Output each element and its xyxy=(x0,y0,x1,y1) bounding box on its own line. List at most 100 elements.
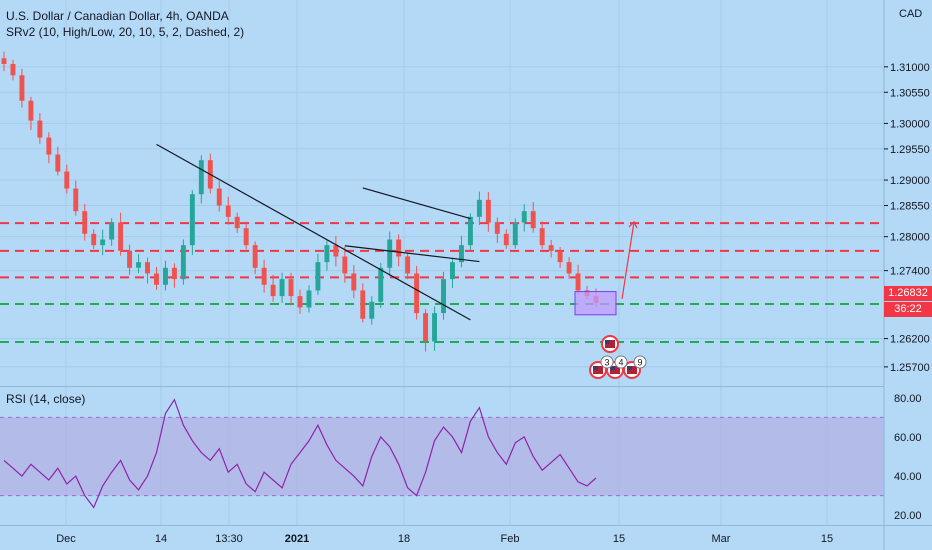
price-tick-label: 1.31000 xyxy=(890,62,930,74)
projection-arrow-head xyxy=(628,220,638,229)
candle-body xyxy=(557,250,563,263)
candle-body xyxy=(270,284,276,297)
candle-body xyxy=(423,313,429,342)
candle-body xyxy=(100,239,106,246)
price-tick-label: 1.29000 xyxy=(890,175,930,187)
candle-body xyxy=(315,262,321,291)
candle-body xyxy=(476,199,482,217)
time-tick-label: Mar xyxy=(712,533,731,545)
candle-body xyxy=(566,262,572,274)
time-tick-label: Feb xyxy=(501,533,520,545)
event-count-badge xyxy=(633,355,647,369)
candle-body xyxy=(306,290,312,308)
candle-body xyxy=(154,273,159,285)
candle-body xyxy=(575,273,581,291)
candle-body xyxy=(351,273,357,291)
trendline xyxy=(362,187,471,220)
trendline xyxy=(344,245,480,263)
candle-body xyxy=(189,194,195,246)
price-tick-label: 1.28000 xyxy=(890,232,930,244)
candle-body xyxy=(198,160,204,195)
rsi-tick-label: 60.00 xyxy=(894,432,922,444)
candle-body xyxy=(512,222,518,246)
candle-body xyxy=(548,245,554,251)
event-count-label: 9 xyxy=(637,358,642,368)
candle-body xyxy=(225,205,231,217)
candle-body xyxy=(333,245,339,257)
candle-body xyxy=(19,75,25,101)
candle-body xyxy=(467,216,473,246)
candle-body xyxy=(432,313,438,342)
candle-body xyxy=(171,267,177,280)
candle-body xyxy=(450,262,455,280)
candle-body xyxy=(503,233,509,246)
candle-body xyxy=(10,63,16,76)
candle-body xyxy=(441,279,446,314)
time-tick-label: 18 xyxy=(398,533,410,545)
event-flag-icon xyxy=(627,366,632,370)
candle-body xyxy=(252,245,258,268)
candle-body xyxy=(360,290,366,319)
candle-body xyxy=(118,222,124,251)
candle-body xyxy=(28,100,34,121)
candle-body xyxy=(145,262,150,274)
candle-body xyxy=(521,211,527,223)
candle-body xyxy=(127,250,133,268)
time-tick-label: 13:30 xyxy=(215,533,243,545)
candle-body xyxy=(261,267,267,285)
candle-body xyxy=(297,296,303,308)
rsi-line xyxy=(3,398,597,509)
price-tick-label: 1.26200 xyxy=(890,334,930,346)
candle-body xyxy=(73,188,79,212)
candle-body xyxy=(82,211,88,234)
event-flag-icon xyxy=(610,366,615,370)
rsi-title[interactable]: RSI (14, close) xyxy=(6,392,86,406)
demand-zone-rect xyxy=(574,291,617,316)
event-count-label: 3 xyxy=(604,358,609,368)
candle-body xyxy=(1,58,7,64)
candle-body xyxy=(378,267,384,302)
indicator-label[interactable]: SRv2 (10, High/Low, 20, 10, 5, 2, Dashed… xyxy=(6,25,245,39)
time-tick-label: 15 xyxy=(613,533,625,545)
last-price-tag: 1.26832 xyxy=(884,286,932,301)
candle-body xyxy=(109,222,115,240)
candle-body xyxy=(162,267,168,285)
candle-body xyxy=(91,233,97,246)
candle-body xyxy=(342,256,348,274)
trendline xyxy=(156,143,471,321)
symbol-title: U.S. Dollar / Canadian Dollar, 4h, OANDA xyxy=(6,9,229,23)
rsi-tick-label: 20.00 xyxy=(894,510,922,522)
candle-body xyxy=(243,228,249,246)
rsi-tick-label: 80.00 xyxy=(894,393,922,405)
candle-body xyxy=(136,262,142,268)
price-tick-label: 1.30550 xyxy=(890,87,930,99)
price-tick-label: 1.28550 xyxy=(890,201,930,213)
price-tick-label: 1.30000 xyxy=(890,118,930,130)
event-count-badge xyxy=(600,355,614,369)
projection-arrow-line xyxy=(621,221,635,300)
event-flag-icon xyxy=(593,366,598,370)
candle-body xyxy=(288,279,294,297)
candle-body xyxy=(279,279,285,297)
time-tick-label: 14 xyxy=(155,533,167,545)
candle-body xyxy=(234,216,240,229)
candle-body xyxy=(405,256,411,274)
price-tick-label: 1.25700 xyxy=(890,362,930,374)
event-count-label: 4 xyxy=(618,358,623,368)
bar-countdown-tag: 36:22 xyxy=(884,302,932,317)
time-tick-label: 2021 xyxy=(285,533,309,545)
candle-body xyxy=(530,211,536,229)
candle-body xyxy=(494,222,500,234)
currency-label[interactable]: CAD xyxy=(899,8,923,20)
candle-body xyxy=(55,154,61,172)
candle-body xyxy=(216,188,222,206)
price-tick-label: 1.29550 xyxy=(890,144,930,156)
candle-body xyxy=(180,245,186,280)
candle-body xyxy=(369,301,375,319)
time-tick-label: 15 xyxy=(821,533,833,545)
price-axis xyxy=(884,0,932,550)
price-tick-label: 1.27400 xyxy=(890,266,930,278)
candle-body xyxy=(64,171,70,189)
